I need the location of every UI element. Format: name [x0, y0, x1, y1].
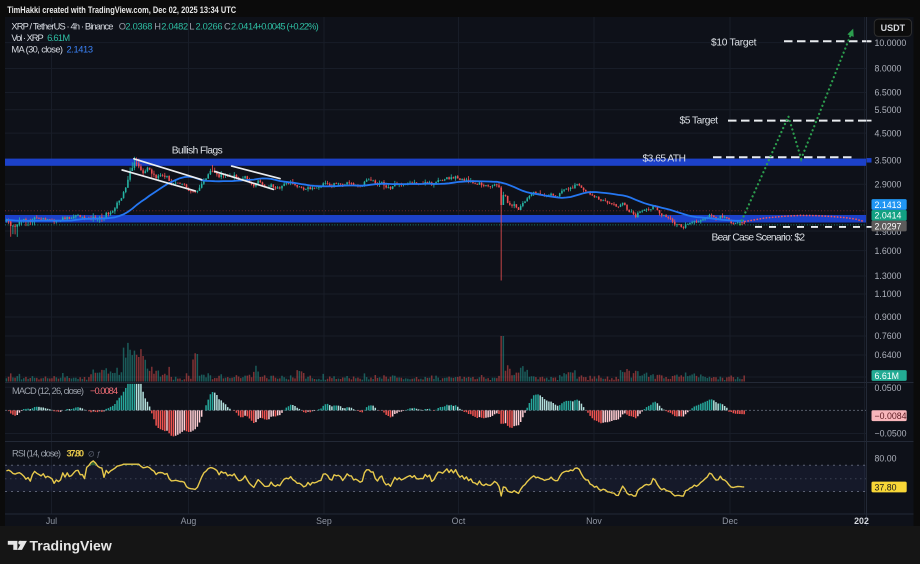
svg-text:C: C	[224, 21, 231, 31]
svg-text:2.0414: 2.0414	[231, 21, 258, 31]
svg-text:2.9000: 2.9000	[875, 179, 902, 189]
svg-text:−0.0500: −0.0500	[875, 429, 907, 439]
svg-text:RSI (14, close): RSI (14, close)	[12, 449, 61, 459]
svg-text:Jul: Jul	[46, 516, 57, 526]
svg-text:6.61M: 6.61M	[875, 371, 899, 381]
svg-text:2.0266: 2.0266	[196, 21, 223, 31]
svg-text:∅ ƒ: ∅ ƒ	[88, 450, 101, 459]
svg-text:2.0414: 2.0414	[875, 211, 902, 221]
svg-text:Oct: Oct	[452, 516, 466, 526]
svg-text:MA (30, close): MA (30, close)	[11, 44, 63, 54]
svg-text:6.61M: 6.61M	[47, 33, 70, 43]
svg-text:1.9000: 1.9000	[875, 227, 902, 237]
svg-text:Bear Case Scenario: $2: Bear Case Scenario: $2	[712, 233, 806, 244]
svg-text:202: 202	[854, 516, 869, 526]
svg-text:2.0368: 2.0368	[125, 21, 152, 31]
svg-text:MACD (12, 26, close): MACD (12, 26, close)	[12, 386, 84, 396]
svg-text:5.5000: 5.5000	[875, 105, 902, 115]
svg-text:Vol · XRP: Vol · XRP	[11, 33, 43, 43]
svg-text:L: L	[189, 21, 194, 31]
svg-text:XRP / TetherUS · 4h · Binance: XRP / TetherUS · 4h · Binance	[11, 21, 113, 31]
svg-text:0.9000: 0.9000	[875, 312, 902, 322]
svg-text:O: O	[119, 21, 126, 31]
svg-text:Sep: Sep	[316, 516, 332, 526]
svg-text:Aug: Aug	[181, 516, 197, 526]
svg-text:2.1413: 2.1413	[875, 200, 902, 210]
svg-text:TimHakki created with TradingV: TimHakki created with TradingView.com, D…	[7, 5, 236, 16]
svg-text:−0.0084: −0.0084	[875, 411, 907, 421]
svg-text:0.6400: 0.6400	[875, 350, 902, 360]
svg-text:1.3000: 1.3000	[875, 271, 902, 281]
svg-text:10.0000: 10.0000	[875, 38, 907, 48]
svg-text:0.7600: 0.7600	[875, 331, 902, 341]
svg-text:$10 Target: $10 Target	[711, 37, 757, 48]
svg-text:Dec: Dec	[722, 516, 738, 526]
svg-text:0.0500: 0.0500	[875, 383, 902, 393]
svg-text:2.1413: 2.1413	[67, 44, 94, 54]
svg-text:80.00: 80.00	[875, 454, 897, 464]
svg-text:Nov: Nov	[586, 516, 602, 526]
svg-text:+0.0045 (+0.22%): +0.0045 (+0.22%)	[257, 21, 319, 31]
svg-text:37.80: 37.80	[875, 482, 897, 492]
svg-text:Bullish Flags: Bullish Flags	[172, 146, 223, 157]
svg-text:TradingView: TradingView	[30, 537, 112, 553]
svg-text:4.5000: 4.5000	[875, 128, 902, 138]
svg-text:USDT: USDT	[881, 23, 906, 33]
svg-text:$3.65 ATH: $3.65 ATH	[643, 154, 687, 165]
svg-text:$5 Target: $5 Target	[680, 116, 719, 127]
svg-text:6.5000: 6.5000	[875, 88, 902, 98]
svg-text:1.6000: 1.6000	[875, 246, 902, 256]
svg-text:H: H	[154, 21, 161, 31]
svg-text:−0.0084: −0.0084	[90, 386, 118, 396]
svg-text:2.0482: 2.0482	[161, 21, 188, 31]
svg-text:2.0297: 2.0297	[875, 221, 902, 231]
svg-text:3.5000: 3.5000	[875, 155, 902, 165]
svg-text:8.0000: 8.0000	[875, 64, 902, 74]
svg-text:1.1000: 1.1000	[875, 289, 902, 299]
svg-text:37.80: 37.80	[67, 449, 85, 459]
